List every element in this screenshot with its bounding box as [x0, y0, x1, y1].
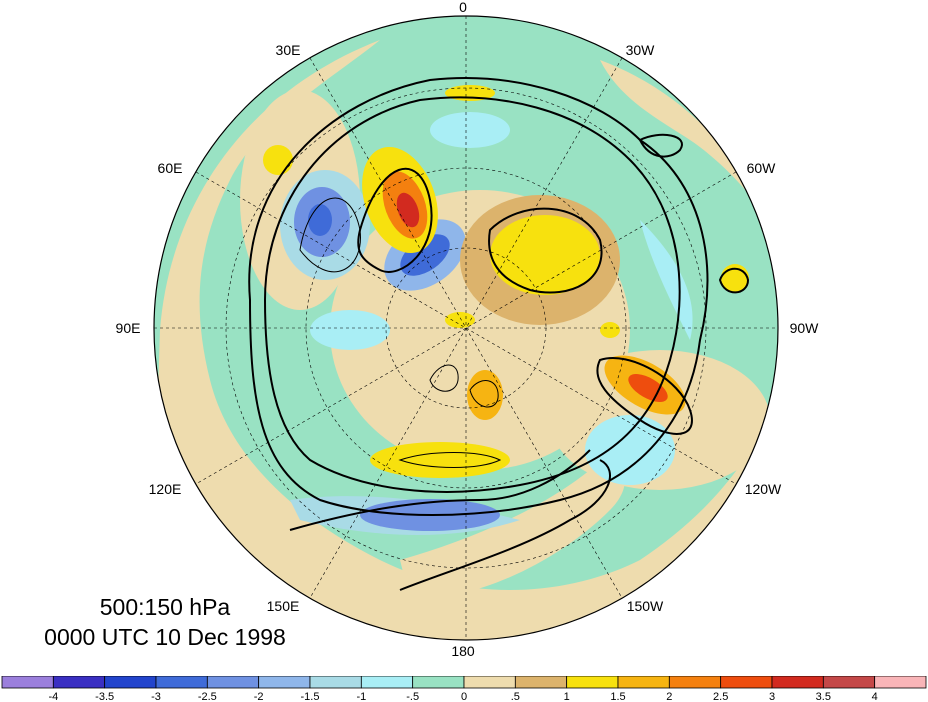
colorbar-label: 1 — [564, 691, 570, 702]
colorbar-label: -1.5 — [301, 691, 320, 702]
colorbar-label: -4 — [48, 691, 58, 702]
lon-label-120w: 120W — [745, 481, 782, 497]
colorbar-box — [104, 676, 157, 689]
time-title: 0000 UTC 10 Dec 1998 — [44, 624, 286, 650]
lon-label-90w: 90W — [790, 320, 820, 336]
colorbar-label: .5 — [511, 691, 520, 702]
colorbar-label: -2 — [254, 691, 264, 702]
colorbar-label: -1 — [356, 691, 366, 702]
colorbar-box — [566, 676, 619, 689]
colorbar-box — [360, 676, 414, 689]
lon-label-150w: 150W — [627, 598, 664, 614]
colorbar-label: 2.5 — [713, 691, 728, 702]
lon-label-180: 180 — [451, 643, 475, 659]
colorbar-box — [463, 676, 516, 689]
colorbar-label: 3.5 — [816, 691, 831, 702]
colorbar-box — [668, 676, 722, 689]
lon-label-0: 0 — [459, 0, 467, 15]
colorbar-box — [514, 676, 568, 689]
colorbar-box — [822, 676, 876, 689]
colorbar-box — [258, 676, 311, 689]
colorbar-box — [1, 676, 54, 689]
colorbar-label: -2.5 — [198, 691, 217, 702]
level-title: 500:150 hPa — [99, 594, 231, 620]
lon-label-120e: 120E — [149, 481, 182, 497]
colorbar-box — [720, 676, 773, 689]
colorbar-box — [206, 676, 260, 689]
lon-label-60e: 60E — [158, 160, 183, 176]
lon-label-60w: 60W — [747, 160, 777, 176]
colorbar-box — [155, 676, 208, 689]
colorbar-box — [617, 676, 670, 689]
colorbar-label: 1.5 — [610, 691, 625, 702]
colorbar-box — [309, 676, 362, 689]
colorbar: -4 -3.5 -3 -2.5 -2 -1.5 -1 -.5 0 .5 1 1.5 2 2.5 3 3.5 4 — [1, 676, 927, 702]
colorbar-box — [52, 676, 106, 689]
colorbar-box — [412, 676, 465, 689]
colorbar-label: -3.5 — [95, 691, 114, 702]
colorbar-box — [771, 676, 824, 689]
colorbar-box — [874, 676, 927, 689]
map-boundary — [153, 15, 779, 641]
colorbar-label: 0 — [461, 691, 467, 702]
lon-label-30e: 30E — [276, 42, 301, 58]
colorbar-label: 2 — [666, 691, 672, 702]
colorbar-label: -.5 — [406, 691, 419, 702]
shaded-field — [154, 16, 778, 640]
colorbar-label: -3 — [151, 691, 161, 702]
lon-label-150e: 150E — [267, 598, 300, 614]
lon-label-30w: 30W — [626, 42, 656, 58]
colorbar-label: 4 — [872, 691, 878, 702]
colorbar-label: 3 — [769, 691, 775, 702]
lon-label-90e: 90E — [116, 320, 141, 336]
